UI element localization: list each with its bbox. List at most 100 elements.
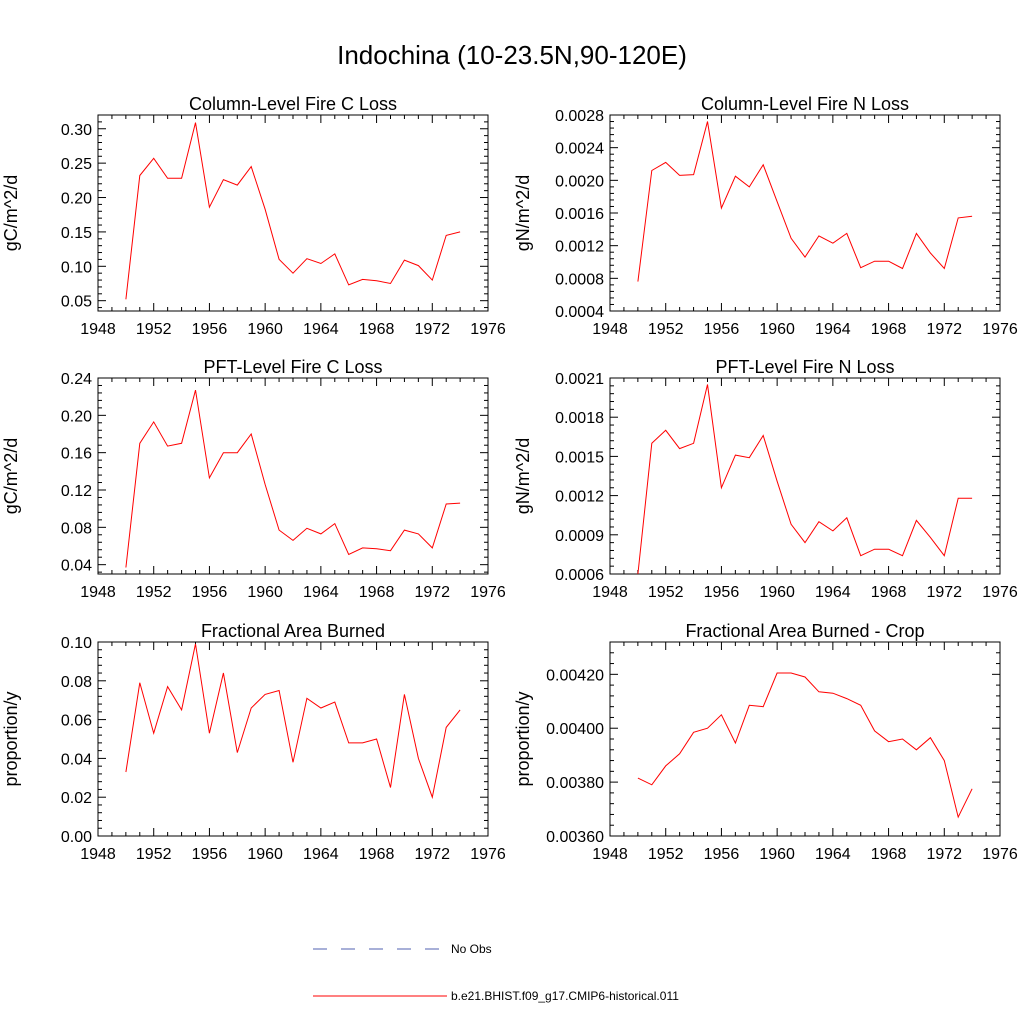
x-tick-label: 1968 — [359, 584, 395, 601]
x-tick-label: 1964 — [815, 321, 851, 338]
x-tick-label: 1948 — [592, 584, 628, 601]
plot-frame — [97, 114, 489, 312]
series-line — [637, 121, 973, 282]
series-line — [125, 389, 461, 568]
y-tick-label: 0.30 — [61, 122, 92, 139]
x-tick-label: 1972 — [414, 584, 450, 601]
y-tick-label: 0.10 — [61, 259, 92, 276]
y-tick-label: 0.0028 — [555, 108, 604, 125]
main-title: Indochina (10-23.5N,90-120E) — [337, 40, 687, 70]
x-tick-label: 1952 — [648, 584, 684, 601]
x-tick-label: 1952 — [136, 321, 172, 338]
x-tick-label: 1968 — [871, 321, 907, 338]
y-tick-label: 0.0018 — [555, 410, 604, 427]
y-tick-label: 0.0009 — [555, 528, 604, 545]
y-tick-label: 0.0004 — [555, 304, 604, 321]
plot-frame — [609, 114, 1001, 312]
x-tick-label: 1964 — [303, 846, 339, 863]
x-tick-label: 1976 — [982, 584, 1018, 601]
y-tick-label: 0.24 — [61, 371, 92, 388]
y-tick-label: 0.0020 — [555, 173, 604, 190]
y-axis-label: gN/m^2/d — [513, 438, 533, 514]
panel-title: Fractional Area Burned - Crop — [685, 621, 924, 641]
x-tick-label: 1968 — [871, 584, 907, 601]
x-tick-label: 1972 — [414, 846, 450, 863]
x-tick-label: 1976 — [470, 321, 506, 338]
y-tick-label: 0.00 — [61, 829, 92, 846]
y-tick-label: 0.00380 — [546, 775, 604, 792]
y-axis-label: proportion/y — [513, 691, 533, 786]
y-tick-label: 0.20 — [61, 408, 92, 425]
y-tick-label: 0.15 — [61, 225, 92, 242]
y-axis-label: gN/m^2/d — [513, 175, 533, 251]
y-tick-label: 0.00360 — [546, 829, 604, 846]
panel-4: PFT-Level Fire N Loss 1948 1952 1956 1960 196… — [513, 357, 1018, 601]
x-tick-label: 1948 — [80, 846, 116, 863]
x-tick-label: 1956 — [192, 584, 228, 601]
y-tick-label: 0.00420 — [546, 667, 604, 684]
y-tick-label: 0.08 — [61, 520, 92, 537]
y-tick-label: 0.0012 — [555, 239, 604, 256]
y-tick-label: 0.25 — [61, 156, 92, 173]
y-tick-label: 0.06 — [61, 713, 92, 730]
x-tick-label: 1972 — [926, 321, 962, 338]
x-tick-label: 1960 — [247, 584, 283, 601]
x-tick-label: 1960 — [759, 846, 795, 863]
x-tick-label: 1952 — [136, 584, 172, 601]
panel-5: Fractional Area Burned 1948 1952 1956 1960 19… — [1, 621, 506, 863]
panel-title: Column-Level Fire N Loss — [701, 94, 909, 114]
x-tick-label: 1976 — [470, 584, 506, 601]
panel-1: Column-Level Fire C Loss 1948 1952 1956 1960… — [1, 94, 506, 338]
panel-title: Column-Level Fire C Loss — [189, 94, 397, 114]
x-tick-label: 1952 — [136, 846, 172, 863]
y-tick-label: 0.0015 — [555, 449, 604, 466]
x-tick-label: 1968 — [871, 846, 907, 863]
x-tick-label: 1948 — [80, 584, 116, 601]
y-tick-label: 0.0024 — [555, 141, 604, 158]
panels: Column-Level Fire C Loss 1948 1952 1956 1960… — [1, 94, 1018, 863]
y-tick-label: 0.0008 — [555, 271, 604, 288]
series-line — [637, 672, 973, 819]
x-tick-label: 1956 — [704, 584, 740, 601]
y-tick-label: 0.16 — [61, 446, 92, 463]
x-tick-label: 1960 — [759, 584, 795, 601]
panel-2: Column-Level Fire N Loss 1948 1952 1956 1960… — [513, 94, 1018, 338]
x-tick-label: 1964 — [815, 584, 851, 601]
series-line — [125, 643, 461, 800]
x-tick-label: 1956 — [192, 846, 228, 863]
x-tick-label: 1964 — [303, 321, 339, 338]
y-tick-label: 0.0012 — [555, 489, 604, 506]
y-tick-label: 0.00400 — [546, 721, 604, 738]
x-tick-label: 1968 — [359, 321, 395, 338]
legend: No Obs b.e21.BHIST.f09_g17.CMIP6-histori… — [313, 942, 679, 1003]
x-tick-label: 1964 — [815, 846, 851, 863]
panel-title: PFT-Level Fire C Loss — [203, 357, 382, 377]
series-line — [125, 122, 461, 300]
y-tick-label: 0.20 — [61, 191, 92, 208]
panel-title: Fractional Area Burned — [201, 621, 385, 641]
y-axis-label: gC/m^2/d — [1, 438, 21, 514]
legend-no-obs-label: No Obs — [451, 942, 492, 956]
y-tick-label: 0.0021 — [555, 371, 604, 388]
plot-frame — [97, 641, 489, 837]
x-tick-label: 1968 — [359, 846, 395, 863]
series-line — [637, 384, 973, 575]
x-tick-label: 1960 — [247, 321, 283, 338]
x-tick-label: 1948 — [80, 321, 116, 338]
y-tick-label: 0.02 — [61, 790, 92, 807]
x-tick-label: 1952 — [648, 321, 684, 338]
y-tick-label: 0.0016 — [555, 206, 604, 223]
x-tick-label: 1960 — [759, 321, 795, 338]
x-tick-label: 1976 — [982, 321, 1018, 338]
x-tick-label: 1976 — [982, 846, 1018, 863]
y-tick-label: 0.10 — [61, 635, 92, 652]
y-tick-label: 0.04 — [61, 751, 92, 768]
x-tick-label: 1956 — [704, 846, 740, 863]
y-tick-label: 0.0006 — [555, 567, 604, 584]
plot-frame — [609, 377, 1001, 575]
x-tick-label: 1948 — [592, 846, 628, 863]
plot-frame — [609, 641, 1001, 837]
panel-3: PFT-Level Fire C Loss 1948 1952 1956 1960 196… — [1, 357, 506, 601]
x-tick-label: 1964 — [303, 584, 339, 601]
